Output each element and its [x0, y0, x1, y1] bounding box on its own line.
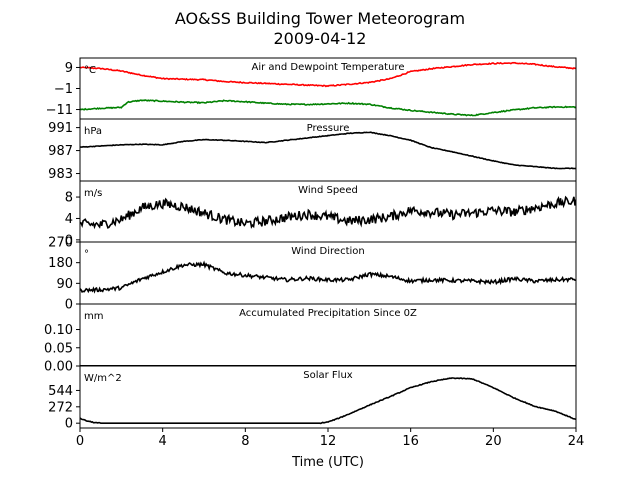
series-pres-0: [80, 131, 576, 170]
panel-unit-wspd: m/s: [84, 188, 102, 199]
y-tick-label-solar-2: 0: [65, 417, 73, 432]
y-tick-label-wspd-1: 4: [65, 212, 73, 227]
x-axis: 0 4 8 12 16 20 24: [76, 428, 584, 449]
y-tick-label-wdir-1: 180: [48, 256, 73, 271]
y-tick-label-prcp-1: 0.05: [44, 341, 73, 356]
panel-wspd: 8 4 0 Wind Speed m/s: [65, 180, 577, 248]
y-tick-label-wdir-2: 90: [56, 277, 73, 292]
y-tick-label-wdir-0: 270: [48, 236, 73, 251]
panel-unit-prcp: mm: [84, 311, 103, 322]
panel-title-temp: Air and Dewpoint Temperature: [252, 62, 405, 73]
y-tick-label-wdir-3: 0: [65, 298, 73, 313]
figure-title-line2: 2009-04-12: [274, 29, 367, 48]
y-tick-label-temp-2: −11: [46, 103, 73, 118]
panel-unit-wdir: °: [84, 249, 89, 260]
panel-unit-temp: °C: [84, 65, 96, 76]
panel-temp: 9 −1 −11 Air and Dewpoint Temperature °C: [46, 57, 577, 120]
y-tick-label-wspd-0: 8: [65, 191, 73, 206]
series-temp-0: [80, 61, 576, 88]
figure-title-line1: AO&SS Building Tower Meteorogram: [175, 9, 465, 28]
panel-title-pres: Pressure: [307, 123, 350, 134]
panel-prcp: 0.10 0.05 0.00 Accumulated Precipitation Si…: [44, 303, 577, 375]
series-wdir-0: [80, 260, 576, 294]
series-wspd-0: [80, 195, 576, 230]
x-tick-label-6: 24: [568, 434, 585, 449]
y-tick-label-temp-1: −1: [54, 82, 73, 97]
x-tick-label-4: 16: [402, 434, 419, 449]
x-tick-label-0: 0: [76, 434, 84, 449]
y-tick-label-pres-0: 991: [48, 121, 73, 136]
y-tick-label-pres-1: 987: [48, 144, 73, 159]
panel-wdir: 270 180 90 0 Wind Direction °: [48, 236, 577, 313]
y-tick-label-wspd-2: 0: [65, 233, 73, 248]
panel-unit-solar: W/m^2: [84, 373, 122, 384]
x-axis-label: Time (UTC): [291, 455, 364, 470]
panel-unit-pres: hPa: [84, 126, 102, 137]
x-tick-label-5: 20: [485, 434, 502, 449]
x-tick-label-3: 12: [320, 434, 337, 449]
panel-title-prcp: Accumulated Precipitation Since 0Z: [239, 308, 417, 319]
series-solar-0: [80, 377, 576, 425]
y-tick-label-prcp-2: 0.00: [44, 360, 73, 375]
panel-pres: 991 987 983 Pressure hPa: [48, 118, 577, 182]
panel-title-solar: Solar Flux: [303, 370, 353, 381]
y-tick-label-solar-0: 544: [48, 384, 73, 399]
y-tick-label-temp-0: 9: [65, 61, 73, 76]
panel-title-wspd: Wind Speed: [298, 185, 358, 196]
panel-title-wdir: Wind Direction: [291, 246, 365, 257]
y-tick-label-solar-1: 272: [48, 400, 73, 415]
series-temp-1: [80, 99, 576, 117]
y-tick-label-prcp-0: 0.10: [44, 323, 73, 338]
y-tick-label-pres-2: 983: [48, 167, 73, 182]
x-tick-label-2: 8: [241, 434, 249, 449]
x-tick-label-1: 4: [159, 434, 167, 449]
